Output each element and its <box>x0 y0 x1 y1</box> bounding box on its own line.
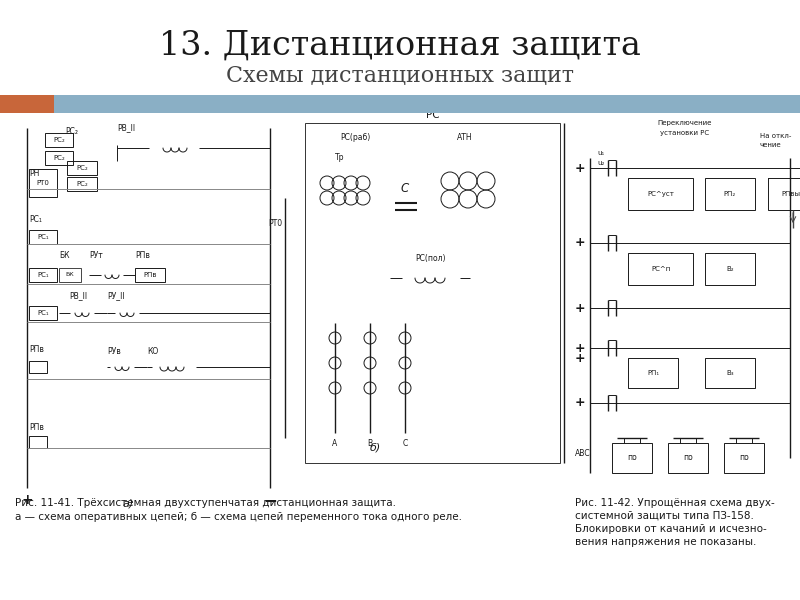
Text: установки РС: установки РС <box>661 130 710 136</box>
Text: +: + <box>574 236 585 250</box>
Text: Тр: Тр <box>335 154 345 163</box>
Text: Рис. 11-41. Трёхсистемная двухступенчатая дистанционная защита.: Рис. 11-41. Трёхсистемная двухступенчата… <box>15 498 396 508</box>
Text: РС₂: РС₂ <box>76 165 88 171</box>
Text: +: + <box>21 493 33 507</box>
Text: +: + <box>574 301 585 314</box>
Text: u₁: u₁ <box>597 150 604 156</box>
Bar <box>724 443 764 473</box>
Text: РС: РС <box>426 110 439 120</box>
Text: На откл-: На откл- <box>760 133 791 139</box>
Bar <box>768 178 800 210</box>
Text: РС₁: РС₁ <box>37 272 49 278</box>
Text: РС₁: РС₁ <box>29 215 42 224</box>
Text: БК: БК <box>66 272 74 277</box>
Text: б): б) <box>370 443 381 453</box>
Bar <box>67 161 97 175</box>
Bar <box>67 177 97 191</box>
Text: C: C <box>402 439 408 448</box>
Bar <box>705 253 755 285</box>
Text: В₃: В₃ <box>726 370 734 376</box>
Text: РПвых: РПвых <box>782 191 800 197</box>
Text: РС₂: РС₂ <box>76 181 88 187</box>
Bar <box>705 358 755 388</box>
Bar <box>668 443 708 473</box>
Text: РУ_II: РУ_II <box>107 292 125 301</box>
Text: БК: БК <box>59 251 70 260</box>
Text: РПв: РПв <box>29 424 44 433</box>
Text: C: C <box>401 181 409 194</box>
Text: +: + <box>574 161 585 175</box>
Bar <box>305 123 560 463</box>
Text: РПв: РПв <box>135 251 150 260</box>
Text: РП₂: РП₂ <box>724 191 736 197</box>
Text: Блокировки от качаний и исчезно-: Блокировки от качаний и исчезно- <box>575 524 766 534</box>
Text: РС(пол): РС(пол) <box>414 253 446 263</box>
Bar <box>45 133 73 147</box>
Text: вения напряжения не показаны.: вения напряжения не показаны. <box>575 537 756 547</box>
Text: РУв: РУв <box>107 346 121 355</box>
Text: РС₂: РС₂ <box>53 155 65 161</box>
Text: РП₁: РП₁ <box>647 370 659 376</box>
Bar <box>29 306 57 320</box>
Text: РПв: РПв <box>143 272 157 278</box>
Text: +: + <box>574 341 585 355</box>
Text: КО: КО <box>147 346 158 355</box>
Text: РТ0: РТ0 <box>37 180 50 186</box>
Text: РВ_II: РВ_II <box>117 124 135 133</box>
Text: АТН: АТН <box>457 133 473 142</box>
Bar <box>29 230 57 244</box>
Bar <box>29 436 47 448</box>
Text: РС₁: РС₁ <box>37 310 49 316</box>
Bar <box>29 268 57 282</box>
Text: РС(раб): РС(раб) <box>340 133 370 142</box>
Bar <box>29 169 57 197</box>
Bar <box>0 95 54 113</box>
Text: РС^уст: РС^уст <box>647 191 674 197</box>
Text: Схемы дистанционных защит: Схемы дистанционных защит <box>226 65 574 87</box>
Text: Рис. 11-42. Упрощённая схема двух-: Рис. 11-42. Упрощённая схема двух- <box>575 498 774 508</box>
Bar <box>628 358 678 388</box>
Text: B: B <box>367 439 373 448</box>
Text: 13. Дистанционная защита: 13. Дистанционная защита <box>159 30 641 62</box>
Text: −: − <box>263 491 277 509</box>
Text: Переключение: Переключение <box>658 120 712 126</box>
Text: пo: пo <box>739 454 749 463</box>
Bar <box>135 268 165 282</box>
Bar <box>705 178 755 210</box>
Text: а): а) <box>123 498 134 508</box>
Text: АВС: АВС <box>575 449 590 457</box>
Text: A: A <box>332 439 338 448</box>
Bar <box>54 95 800 113</box>
Text: РС₁: РС₁ <box>37 234 49 240</box>
Bar <box>628 253 693 285</box>
Text: РС^п: РС^п <box>651 266 670 272</box>
Text: РВ_II: РВ_II <box>69 292 87 301</box>
Text: а — схема оперативных цепей; б — схема цепей переменного тока одного реле.: а — схема оперативных цепей; б — схема ц… <box>15 512 462 522</box>
Text: пo: пo <box>683 454 693 463</box>
Text: РУт: РУт <box>89 251 102 260</box>
Text: +: + <box>574 352 585 364</box>
Bar <box>628 178 693 210</box>
Text: пo: пo <box>627 454 637 463</box>
Text: В₂: В₂ <box>726 266 734 272</box>
Bar <box>45 151 73 165</box>
Bar <box>29 361 47 373</box>
Text: u₂: u₂ <box>597 160 604 166</box>
Bar <box>612 443 652 473</box>
Text: РПв: РПв <box>29 344 44 353</box>
Bar <box>59 268 81 282</box>
Text: чение: чение <box>760 142 782 148</box>
Text: системной защиты типа ПЗ-158.: системной защиты типа ПЗ-158. <box>575 511 754 521</box>
Text: +: + <box>574 397 585 409</box>
Text: РН: РН <box>29 169 39 178</box>
Text: РС₂: РС₂ <box>66 127 78 136</box>
Text: РТ0: РТ0 <box>268 218 282 227</box>
Text: РС₂: РС₂ <box>53 137 65 143</box>
